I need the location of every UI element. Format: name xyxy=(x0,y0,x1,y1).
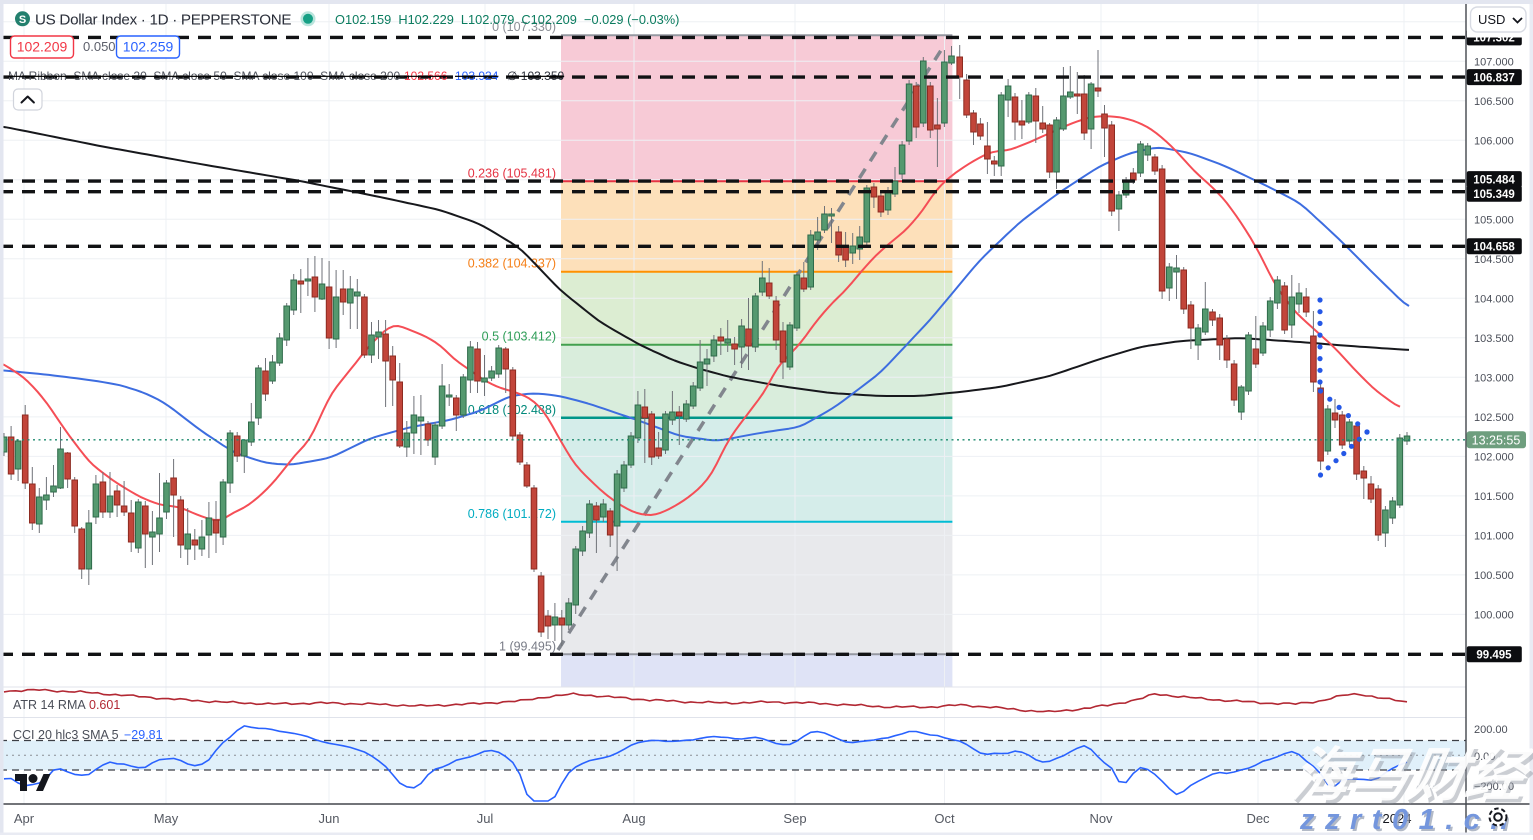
svg-text:Nov: Nov xyxy=(1089,811,1113,826)
svg-text:106.500: 106.500 xyxy=(1474,96,1514,108)
svg-text:101.000: 101.000 xyxy=(1474,530,1514,542)
svg-text:S: S xyxy=(19,14,26,26)
svg-text:CCI 20 hlc3 SMA 5: CCI 20 hlc3 SMA 5 xyxy=(13,728,119,742)
svg-text:104.000: 104.000 xyxy=(1474,293,1514,305)
svg-text:0.601: 0.601 xyxy=(89,698,120,712)
svg-text:海马财经: 海马财经 xyxy=(1287,743,1533,808)
svg-text:O102.159 H102.229 L102.079: O102.159 H102.229 L102.079 C102.209 −0.0… xyxy=(335,12,679,27)
svg-text:103.000: 103.000 xyxy=(1474,372,1514,384)
svg-text:0.050: 0.050 xyxy=(83,39,116,54)
svg-text:USD: USD xyxy=(1478,12,1505,27)
svg-text:102.566: 102.566 xyxy=(404,69,448,83)
svg-text:100.000: 100.000 xyxy=(1474,609,1514,621)
svg-text:106.000: 106.000 xyxy=(1474,135,1514,147)
svg-text:13:25:55: 13:25:55 xyxy=(1472,433,1521,447)
svg-text:Aug: Aug xyxy=(622,811,645,826)
svg-text:Sep: Sep xyxy=(783,811,806,826)
svg-text:102.500: 102.500 xyxy=(1474,412,1514,424)
svg-text:Apr: Apr xyxy=(14,811,35,826)
svg-text:Jun: Jun xyxy=(319,811,340,826)
svg-text:106.837: 106.837 xyxy=(1473,72,1515,84)
svg-text:Oct: Oct xyxy=(934,811,955,826)
svg-text:107.000: 107.000 xyxy=(1474,56,1514,68)
svg-text:103.924: 103.924 xyxy=(455,69,499,83)
svg-text:102.000: 102.000 xyxy=(1474,451,1514,463)
svg-text:0.236 (105.481): 0.236 (105.481) xyxy=(468,166,556,180)
svg-text:MA Ribbon SMA close 20 SMA c: MA Ribbon SMA close 20 SMA close 50 SMA … xyxy=(8,69,401,83)
svg-text:105.484: 105.484 xyxy=(1473,174,1515,186)
svg-text:0.5 (103.412): 0.5 (103.412) xyxy=(482,330,556,344)
svg-text:104.500: 104.500 xyxy=(1474,254,1514,266)
svg-text:102.259: 102.259 xyxy=(123,39,174,55)
svg-text:US Dollar Index · 1D · PEPPERS: US Dollar Index · 1D · PEPPERSTONE xyxy=(35,12,291,29)
svg-text:103.500: 103.500 xyxy=(1474,333,1514,345)
svg-text:−29.81: −29.81 xyxy=(124,728,163,742)
svg-text:Jul: Jul xyxy=(477,811,494,826)
svg-text:0.786 (101.172): 0.786 (101.172) xyxy=(468,507,556,521)
svg-text:200.00: 200.00 xyxy=(1474,724,1508,736)
svg-text:102.209: 102.209 xyxy=(17,39,68,55)
svg-text:101.500: 101.500 xyxy=(1474,491,1514,503)
svg-text:105.349: 105.349 xyxy=(1473,189,1515,201)
svg-text:105.000: 105.000 xyxy=(1474,214,1514,226)
svg-text:1 (99.495): 1 (99.495) xyxy=(499,639,556,653)
svg-text:0.382 (104.337): 0.382 (104.337) xyxy=(468,257,556,271)
svg-text:99.495: 99.495 xyxy=(1476,650,1512,662)
svg-text:Dec: Dec xyxy=(1246,811,1270,826)
svg-text:104.658: 104.658 xyxy=(1473,242,1515,254)
svg-text:∅ 103.350: ∅ 103.350 xyxy=(507,69,564,83)
svg-text:100.500: 100.500 xyxy=(1474,570,1514,582)
svg-text:zzrt01.cn: zzrt01.cn xyxy=(1299,804,1519,835)
svg-text:ATR 14 RMA: ATR 14 RMA xyxy=(13,698,86,712)
svg-text:May: May xyxy=(154,811,179,826)
